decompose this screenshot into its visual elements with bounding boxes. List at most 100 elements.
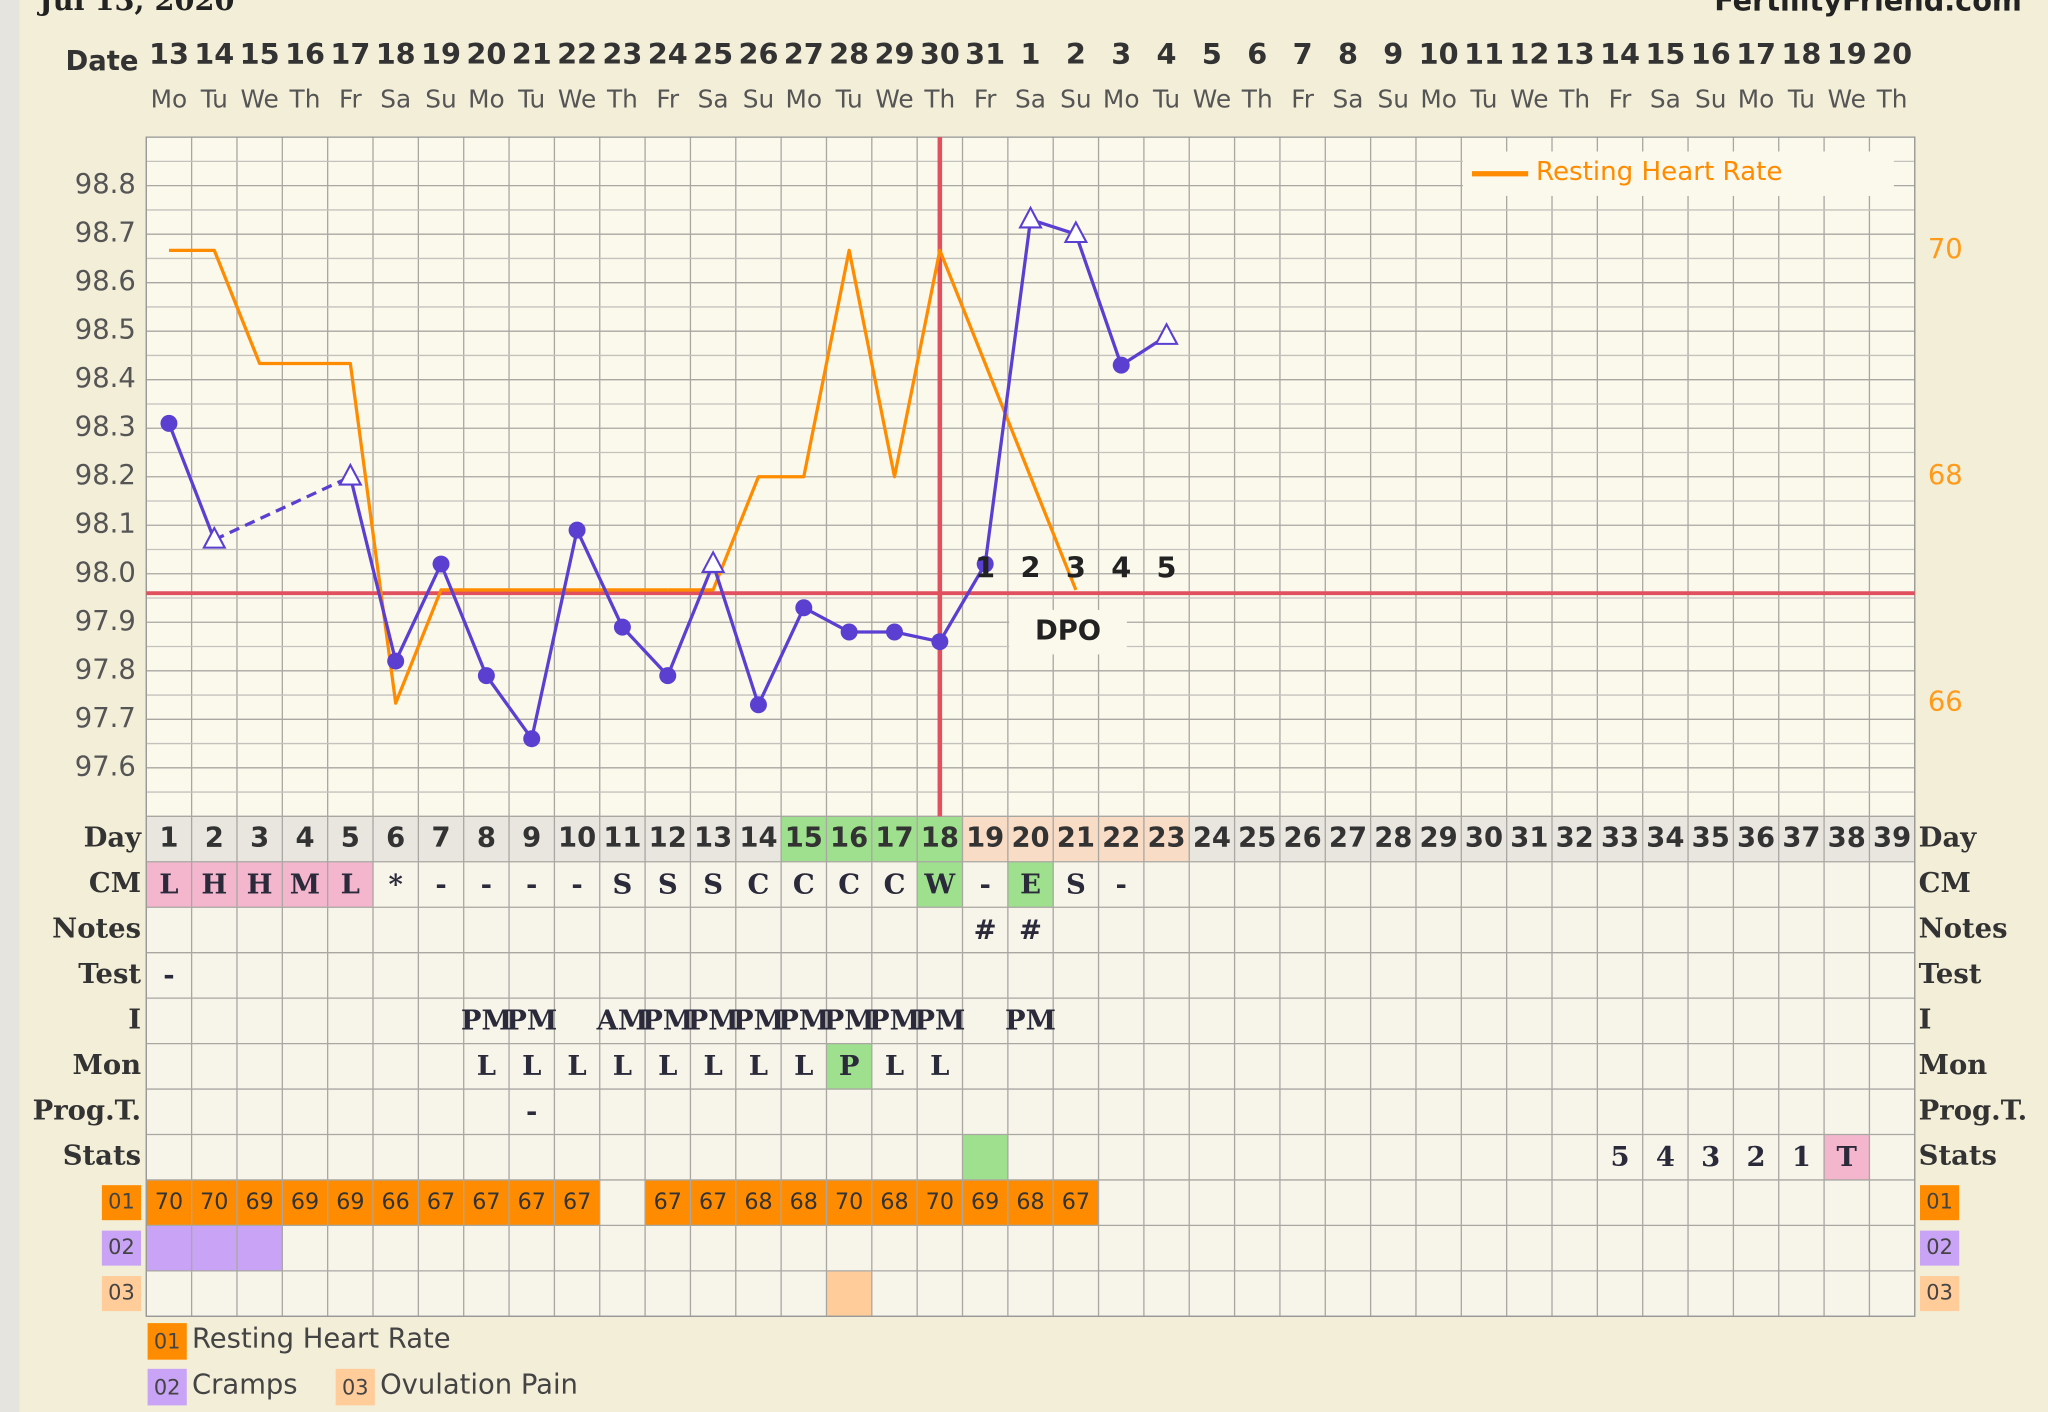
tracker-value: 70 bbox=[835, 1189, 863, 1215]
day-number: 10 bbox=[558, 823, 596, 854]
day-number: 1 bbox=[159, 823, 178, 854]
x-tick-label: 12 bbox=[1509, 37, 1549, 71]
weekday-label: Fr bbox=[656, 85, 679, 114]
day-number: 9 bbox=[522, 823, 541, 854]
cell-text: P bbox=[839, 1050, 860, 1082]
x-tick-label: 29 bbox=[875, 37, 915, 71]
day-number: 33 bbox=[1601, 823, 1639, 854]
day-number: 31 bbox=[1510, 823, 1548, 854]
marker bbox=[387, 652, 405, 670]
y-tick-label: 98.7 bbox=[75, 218, 136, 249]
cell-text: L bbox=[658, 1050, 677, 1082]
cell-fill bbox=[191, 861, 237, 908]
y-tick-label: 97.9 bbox=[75, 606, 136, 637]
cell-fill bbox=[327, 861, 374, 908]
dpo-label: DPO bbox=[1035, 616, 1101, 647]
cell-fill bbox=[236, 861, 283, 908]
y-tick-label: 98.8 bbox=[75, 169, 136, 200]
cell-fill bbox=[826, 1043, 872, 1090]
weekday-label: We bbox=[558, 85, 596, 114]
day-number: 4 bbox=[295, 823, 314, 854]
tracker-cell bbox=[735, 1179, 782, 1226]
x-tick-label: 26 bbox=[738, 37, 778, 71]
weekday-label: Th bbox=[923, 85, 955, 114]
cell-fill bbox=[146, 861, 192, 908]
tracker-value: 67 bbox=[654, 1189, 682, 1215]
weekday-label: We bbox=[1510, 85, 1548, 114]
tracker-cell bbox=[236, 1179, 283, 1226]
marker bbox=[1112, 356, 1130, 374]
row-label: Stats bbox=[1919, 1140, 1997, 1172]
tracker-cell bbox=[554, 1179, 600, 1226]
cell-fill bbox=[962, 1134, 1008, 1180]
row-label: Day bbox=[1919, 822, 1978, 854]
y2-tick-label: 70 bbox=[1928, 234, 1963, 265]
cell-text: PM bbox=[688, 1005, 739, 1037]
weekday-label: Mo bbox=[1738, 85, 1775, 114]
cell-text: - bbox=[1116, 868, 1127, 900]
tracker-cell bbox=[418, 1179, 464, 1226]
series-line bbox=[168, 248, 1078, 705]
x-tick-label: 6 bbox=[1247, 37, 1267, 71]
day-number: 36 bbox=[1737, 823, 1775, 854]
y-tick-label: 98.4 bbox=[75, 363, 136, 394]
cell-text: H bbox=[201, 868, 227, 900]
tracker-badge bbox=[1920, 1185, 1960, 1221]
tracker-value: 66 bbox=[382, 1189, 410, 1215]
day-number: 12 bbox=[649, 823, 687, 854]
tracker-value: 67 bbox=[427, 1189, 455, 1215]
dpo-number: 4 bbox=[1111, 550, 1131, 584]
row-label: Prog.T. bbox=[33, 1094, 141, 1126]
x-tick-label: 7 bbox=[1293, 37, 1313, 71]
tracker-cell bbox=[463, 1179, 510, 1226]
cell-text: - bbox=[526, 1096, 537, 1128]
cell-text: L bbox=[613, 1050, 632, 1082]
weekday-label: Fr bbox=[1291, 85, 1314, 114]
tracker-cell bbox=[826, 1270, 872, 1317]
tracker-cell bbox=[236, 1225, 283, 1271]
weekday-label: Mo bbox=[786, 85, 823, 114]
y2-tick-label: 68 bbox=[1928, 460, 1963, 491]
x-tick-label: 4 bbox=[1157, 37, 1177, 71]
marker bbox=[840, 623, 858, 641]
day-number: 29 bbox=[1420, 823, 1458, 854]
cell-fill bbox=[282, 861, 328, 908]
weekday-label: Su bbox=[743, 85, 774, 114]
tracker-cell bbox=[1007, 1179, 1054, 1226]
day-number: 8 bbox=[477, 823, 496, 854]
x-tick-label: 16 bbox=[1691, 37, 1731, 71]
tracker-code: 03 bbox=[108, 1281, 135, 1305]
x-tick-label: 15 bbox=[1645, 37, 1685, 71]
x-tick-label: 27 bbox=[784, 37, 824, 71]
tracker-value: 68 bbox=[880, 1189, 908, 1215]
x-tick-label: 2 bbox=[1066, 37, 1086, 71]
dpo-number: 2 bbox=[1021, 550, 1041, 584]
day-number: 17 bbox=[875, 823, 913, 854]
x-tick-label: 17 bbox=[1736, 37, 1776, 71]
legend-label: Resting Heart Rate bbox=[1536, 157, 1782, 187]
day-number: 24 bbox=[1193, 823, 1231, 854]
weekday-label: Sa bbox=[380, 85, 411, 114]
x-tick-label: 18 bbox=[1781, 37, 1821, 71]
marker-open bbox=[1018, 205, 1043, 229]
day-number: 39 bbox=[1873, 823, 1911, 854]
x-tick-label: 14 bbox=[194, 37, 234, 71]
tracker-value: 67 bbox=[518, 1189, 546, 1215]
legend-name: Resting Heart Rate bbox=[192, 1324, 451, 1355]
tracker-value: 67 bbox=[699, 1189, 727, 1215]
weekday-label: Th bbox=[1558, 85, 1590, 114]
cell-text: C bbox=[793, 868, 815, 900]
x-tick-label: 13 bbox=[1555, 37, 1595, 71]
day-number: 18 bbox=[921, 823, 959, 854]
weekday-label: Fr bbox=[339, 85, 362, 114]
marker bbox=[795, 599, 813, 617]
day-number: 25 bbox=[1238, 823, 1276, 854]
x-tick-label: 16 bbox=[285, 37, 325, 71]
row-label: Mon bbox=[1919, 1049, 1988, 1081]
x-tick-label: 11 bbox=[1464, 37, 1504, 71]
x-tick-label: 30 bbox=[920, 37, 960, 71]
tracker-cell bbox=[690, 1179, 736, 1226]
x-tick-label: 28 bbox=[829, 37, 869, 71]
weekday-label: Su bbox=[1060, 85, 1091, 114]
weekday-label: We bbox=[1828, 85, 1866, 114]
